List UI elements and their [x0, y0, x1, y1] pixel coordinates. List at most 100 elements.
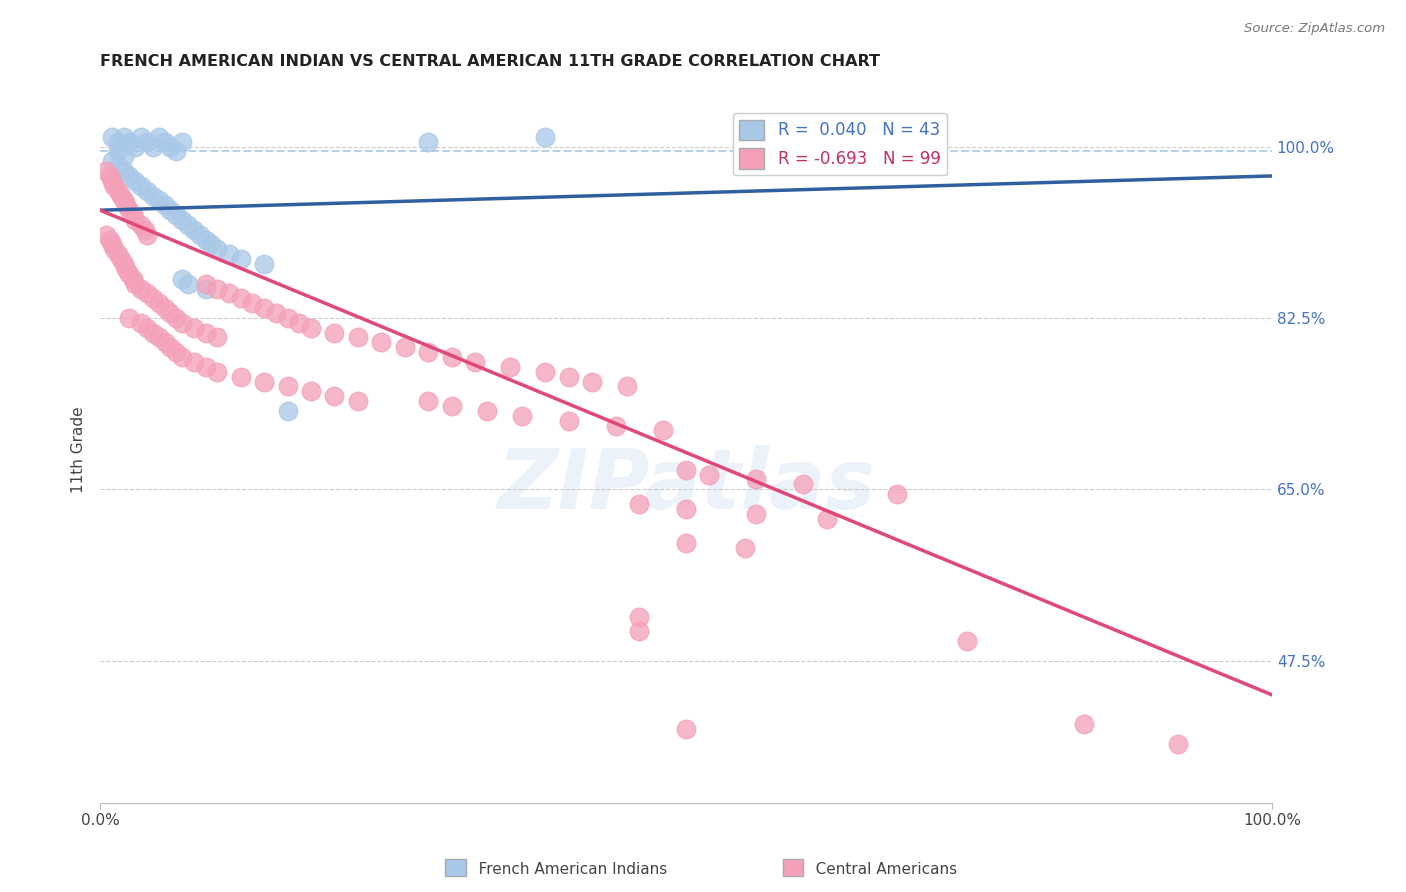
Point [218, 286, 240, 301]
Point [134, 223, 156, 237]
Point [142, 326, 165, 340]
Text: French American Indians: French American Indians [464, 863, 668, 877]
Point [136, 135, 159, 149]
Point [142, 188, 165, 202]
Point [188, 227, 211, 242]
Point [628, 609, 651, 624]
Point [277, 404, 299, 418]
Point [107, 145, 129, 159]
Point [148, 194, 170, 208]
Point [112, 164, 135, 178]
Point [675, 722, 697, 736]
Point [183, 320, 205, 334]
Point [172, 316, 194, 330]
Point [159, 306, 181, 320]
Point [136, 227, 159, 242]
Point [534, 129, 557, 144]
Point [94, 227, 117, 242]
Point [118, 135, 141, 149]
Point [101, 154, 124, 169]
Point [129, 218, 152, 232]
Point [418, 135, 440, 149]
Point [98, 169, 121, 183]
Point [165, 208, 187, 222]
Point [153, 135, 176, 149]
Point [172, 213, 194, 227]
Point [229, 291, 252, 305]
Point [129, 316, 152, 330]
Point [200, 237, 222, 252]
Point [616, 379, 638, 393]
Point [277, 310, 299, 325]
Point [159, 340, 181, 354]
Text: FRENCH AMERICAN INDIAN VS CENTRAL AMERICAN 11TH GRADE CORRELATION CHART: FRENCH AMERICAN INDIAN VS CENTRAL AMERIC… [100, 54, 880, 70]
FancyBboxPatch shape [446, 858, 465, 876]
Point [418, 394, 440, 409]
Point [475, 404, 498, 418]
Point [159, 203, 181, 218]
Point [792, 477, 814, 491]
Point [124, 213, 146, 227]
Point [159, 139, 181, 153]
Point [264, 306, 287, 320]
Point [675, 536, 697, 550]
Point [745, 507, 768, 521]
Point [129, 178, 152, 193]
Point [534, 365, 557, 379]
Point [394, 340, 416, 354]
Point [605, 418, 627, 433]
Point [101, 237, 124, 252]
Point [464, 355, 486, 369]
Point [370, 335, 392, 350]
Point [122, 271, 145, 285]
Text: ZIPatlas: ZIPatlas [498, 445, 875, 525]
Point [136, 320, 159, 334]
Point [148, 129, 170, 144]
Point [153, 198, 176, 212]
Point [122, 208, 145, 222]
Point [581, 375, 603, 389]
Point [299, 320, 322, 334]
Point [124, 174, 146, 188]
Point [172, 350, 194, 364]
Point [558, 369, 581, 384]
Point [177, 218, 200, 232]
Point [229, 369, 252, 384]
Point [440, 399, 463, 413]
Point [107, 247, 129, 261]
Point [103, 243, 125, 257]
Point [815, 511, 838, 525]
Point [165, 345, 187, 359]
FancyBboxPatch shape [783, 858, 803, 876]
Point [628, 624, 651, 639]
Point [112, 129, 135, 144]
Point [207, 281, 229, 295]
Point [347, 394, 370, 409]
Point [172, 271, 194, 285]
Point [558, 414, 581, 428]
Point [148, 330, 170, 344]
Point [112, 149, 135, 163]
Point [323, 326, 346, 340]
Point [675, 463, 697, 477]
Point [207, 243, 229, 257]
Point [299, 384, 322, 399]
Point [98, 233, 121, 247]
Point [499, 359, 522, 374]
Point [129, 281, 152, 295]
Point [129, 129, 152, 144]
Point [101, 129, 124, 144]
Point [177, 277, 200, 291]
Y-axis label: 11th Grade: 11th Grade [72, 407, 86, 493]
Point [347, 330, 370, 344]
Point [118, 169, 141, 183]
Text: Central Americans: Central Americans [801, 863, 957, 877]
Point [628, 497, 651, 511]
Point [148, 296, 170, 310]
Point [136, 184, 159, 198]
Point [118, 203, 141, 218]
Point [165, 310, 187, 325]
Point [242, 296, 264, 310]
Point [1167, 737, 1189, 751]
Point [118, 267, 141, 281]
